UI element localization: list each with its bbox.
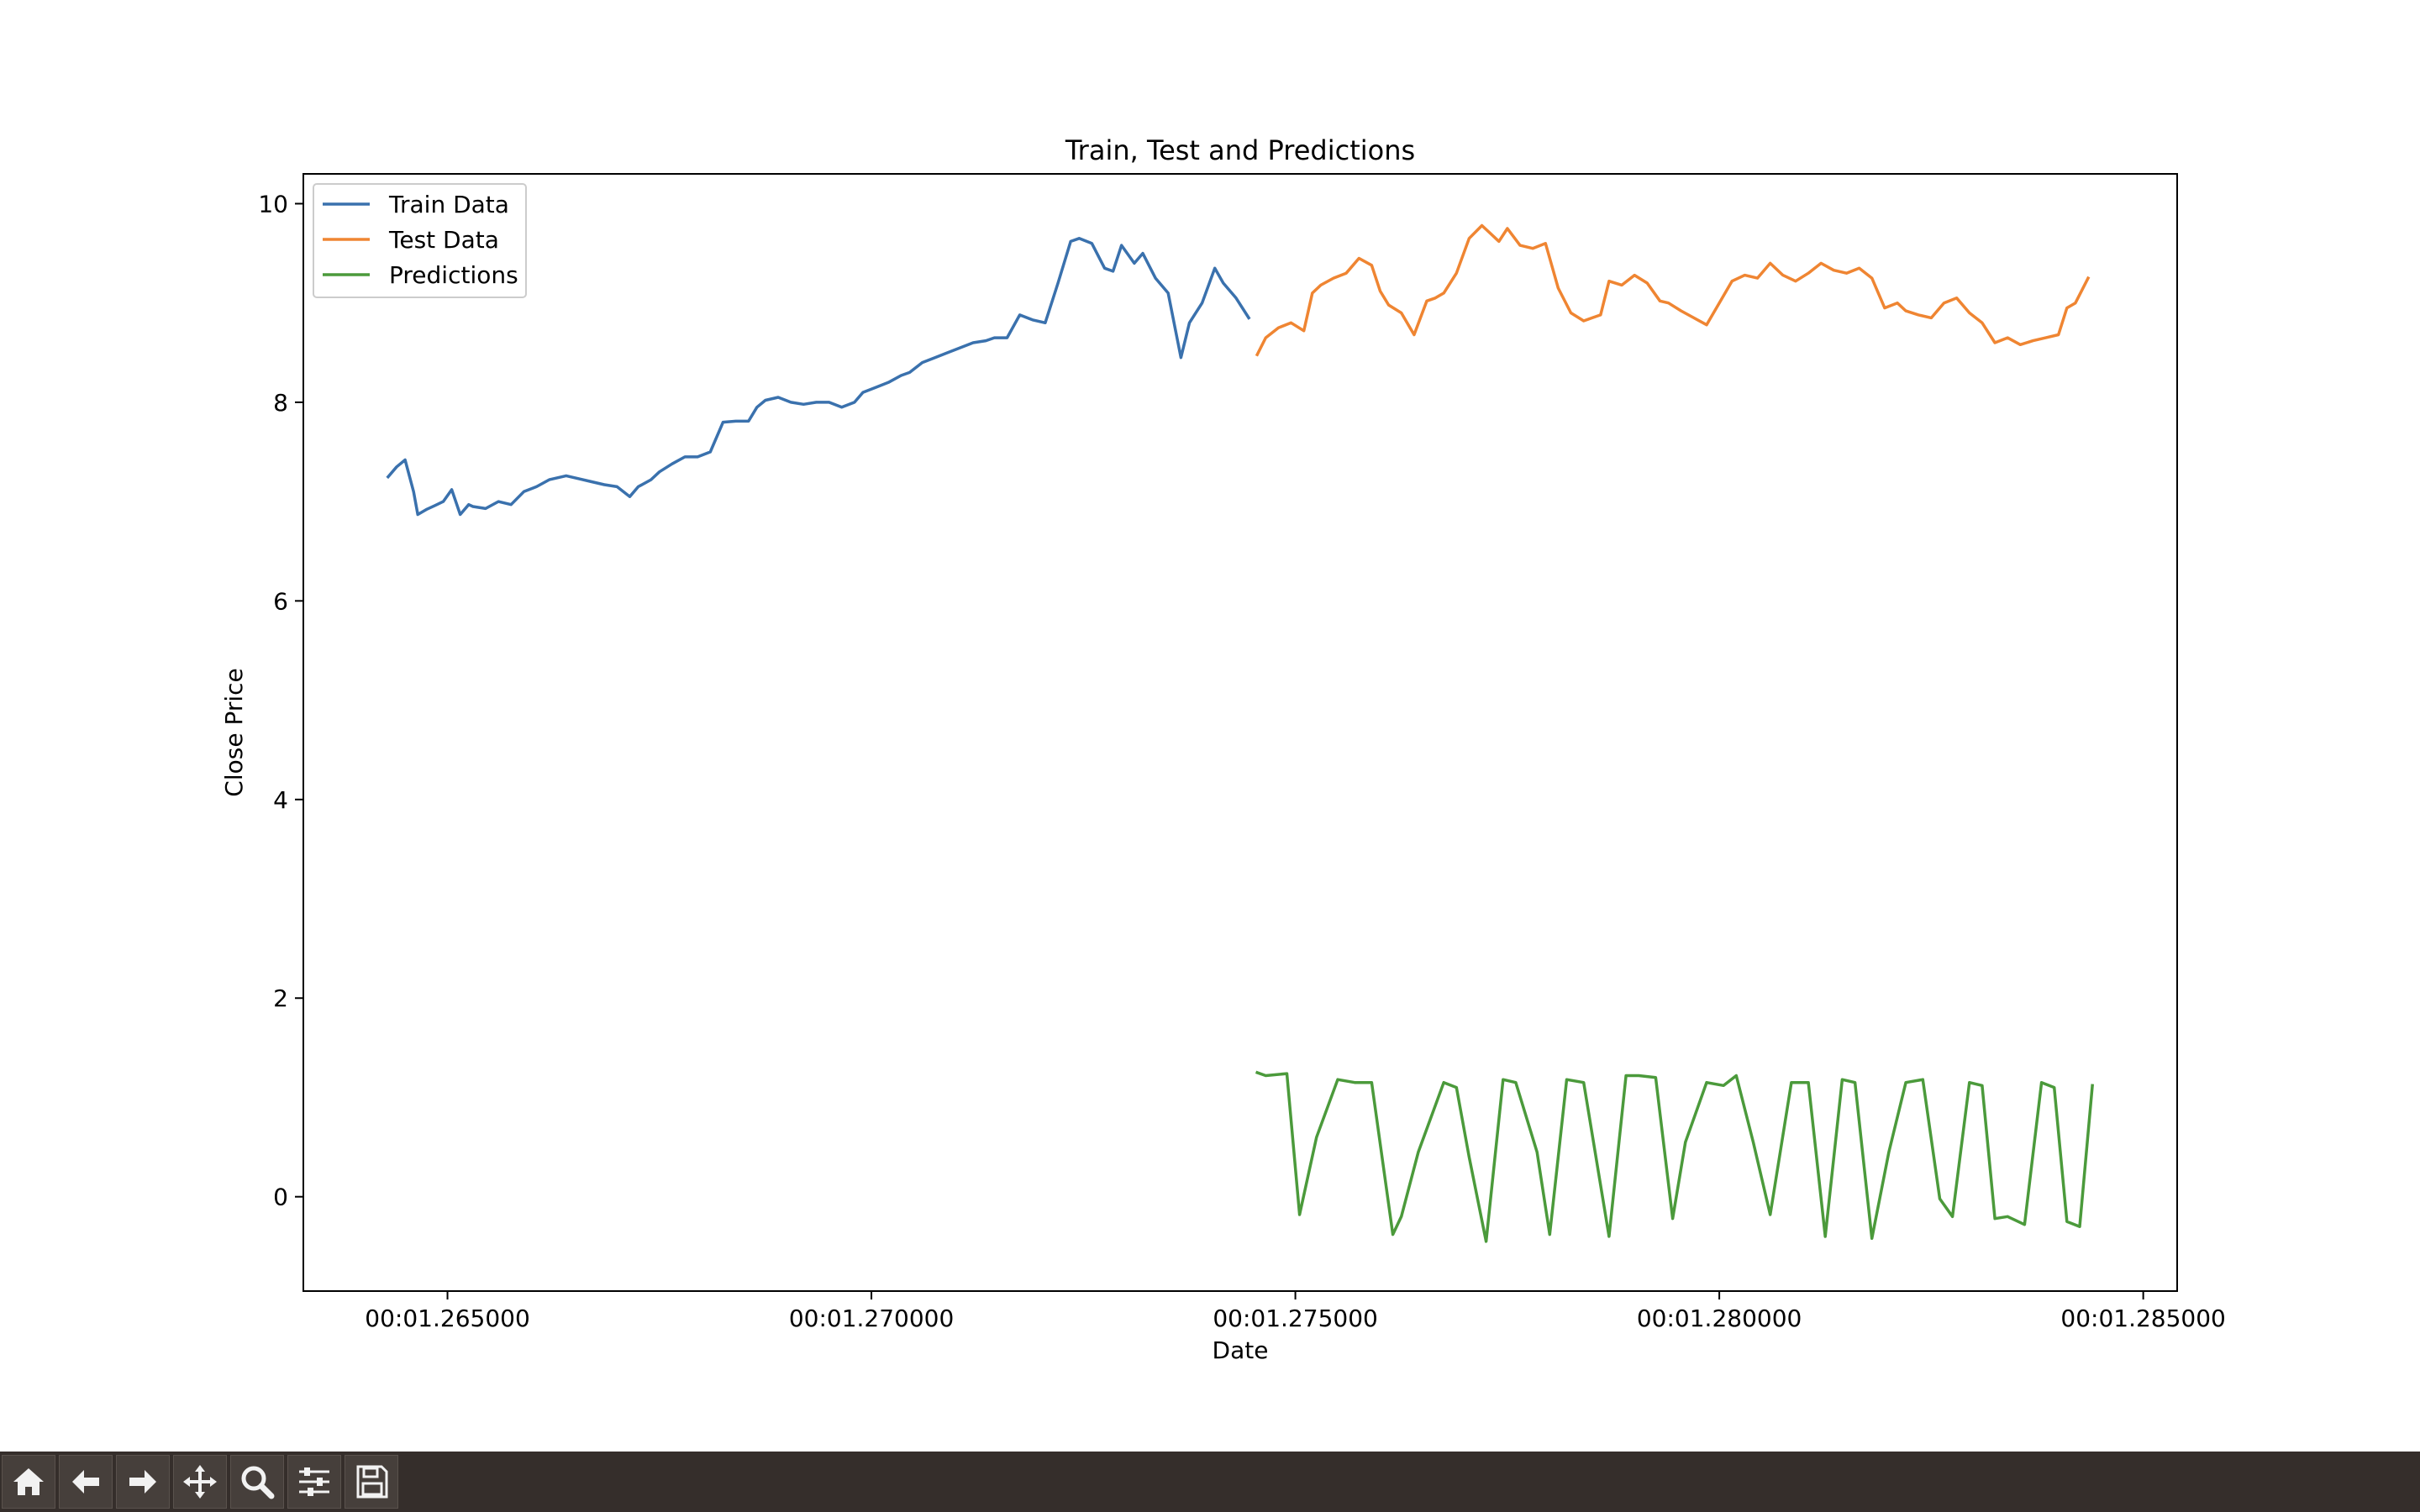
navigation-toolbar [0,1452,2420,1512]
x-tick-label: 00:01.275000 [1213,1305,1377,1332]
legend: Train Data Test Data Predictions [313,183,527,298]
zoom-icon [241,1466,275,1499]
pan-icon [183,1465,217,1499]
y-tick-label: 0 [273,1184,288,1211]
configure-subplots-icon [299,1467,329,1496]
home-icon [13,1468,44,1495]
legend-label-0: Train Data [388,191,509,218]
x-tick-label: 00:01.285000 [2060,1305,2225,1332]
chart-title: Train, Test and Predictions [1065,134,1415,166]
legend-box [313,183,527,298]
x-tick-label: 00:01.265000 [365,1305,529,1332]
y-axis-label: Close Price [220,668,248,796]
back-arrow-icon [72,1470,99,1494]
series-layer [386,223,2094,1243]
forward-arrow-icon [129,1470,156,1494]
zoom-button[interactable] [230,1455,284,1509]
chart-figure: 00:01.265000 00:01.270000 00:01.275000 00:0… [220,134,2226,1364]
legend-label-1: Test Data [388,226,499,254]
series-line-2 [1255,1070,2094,1243]
y-tick-label: 10 [258,190,288,218]
x-tick-label: 00:01.280000 [1637,1305,1802,1332]
series-line-1 [1255,223,2091,357]
y-tick-label: 4 [273,786,288,814]
save-button[interactable] [345,1455,398,1509]
home-button[interactable] [2,1455,55,1509]
y-tick-label: 6 [273,587,288,615]
plot-area [302,173,2178,1292]
y-tick-label: 8 [273,389,288,417]
save-icon [356,1465,388,1499]
configure-subplots-button[interactable] [287,1455,341,1509]
x-tick-label: 00:01.270000 [789,1305,954,1332]
forward-button[interactable] [116,1455,170,1509]
series-line-0 [386,237,1251,517]
legend-label-2: Predictions [389,261,518,289]
x-axis-label: Date [1213,1336,1269,1364]
y-tick-label: 2 [273,984,288,1012]
chart-svg: 00:01.265000 00:01.270000 00:01.275000 00:0… [220,134,2226,1364]
back-button[interactable] [59,1455,113,1509]
pan-button[interactable] [173,1455,227,1509]
ticks-layer: 00:01.265000 00:01.270000 00:01.275000 00:0… [258,190,2226,1332]
